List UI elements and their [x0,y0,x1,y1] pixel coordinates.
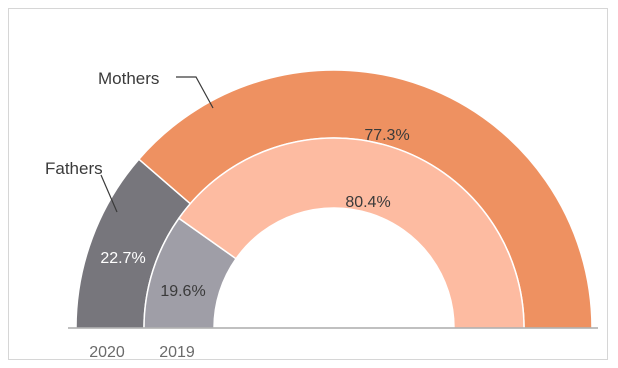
legend-label-mothers: Mothers [98,69,159,88]
data-label-mothers-2019: 80.4% [345,194,390,211]
data-label-mothers-2020: 77.3% [364,127,409,144]
data-label-fathers-2020: 22.7% [100,250,145,267]
mothers-leader-line [176,76,214,109]
legend-label-fathers: Fathers [45,159,103,178]
slice-mothers-2019 [177,137,525,329]
fathers-leader-line [100,174,118,213]
ring-label-2020: 2020 [89,344,125,361]
ring-label-2019: 2019 [159,344,195,361]
slices-layer [75,69,593,329]
data-label-fathers-2019: 19.6% [160,283,205,300]
